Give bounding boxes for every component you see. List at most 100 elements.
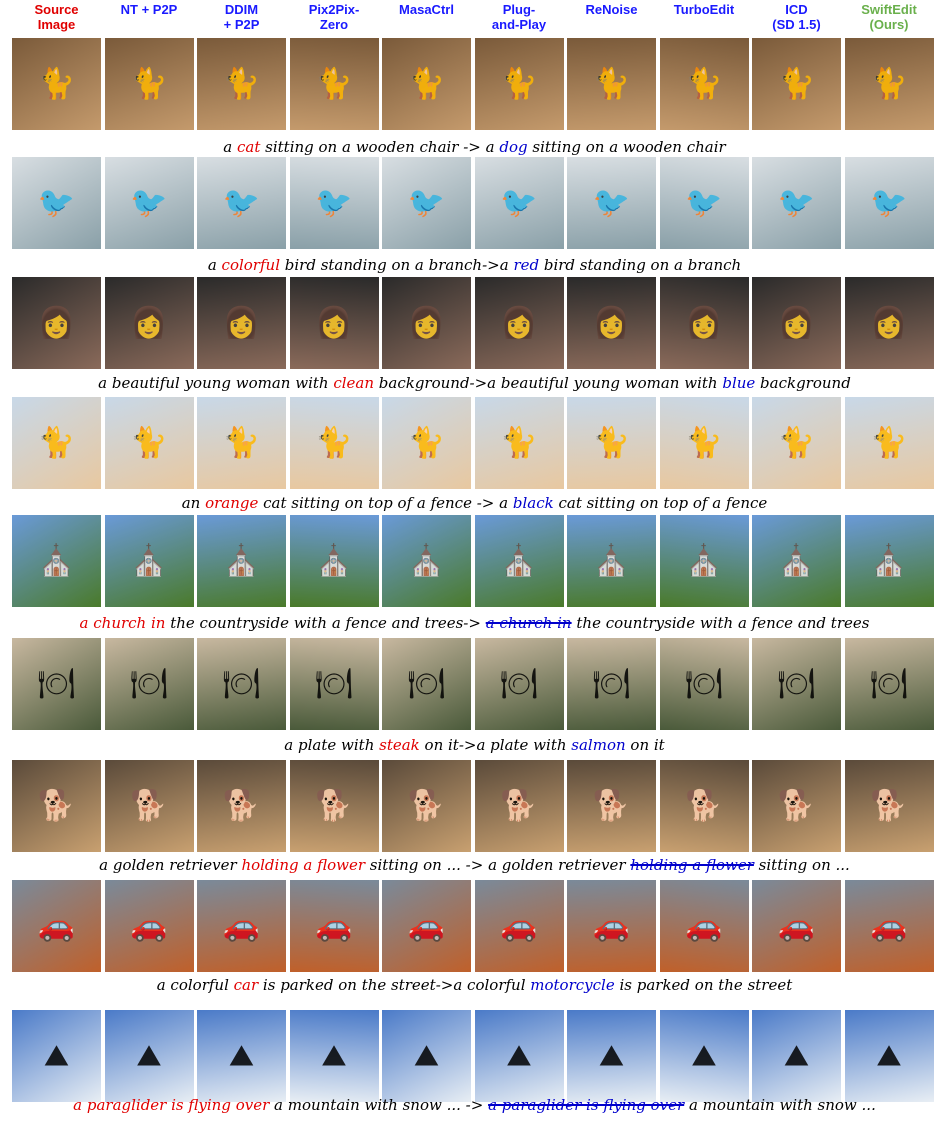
- result-image: ⛪: [844, 515, 934, 607]
- car-icon: 🚗: [222, 908, 261, 944]
- source-term: orange: [205, 494, 259, 512]
- image-placeholder: [567, 515, 656, 607]
- result-image: 🐦: [752, 157, 841, 249]
- caption-text: sitting on ... -> a golden retriever: [365, 856, 631, 874]
- cat-icon: 🐈: [222, 66, 261, 102]
- image-placeholder: [567, 38, 656, 130]
- result-image: 🐈: [289, 397, 379, 489]
- result-image: ⛪: [289, 515, 379, 607]
- image-placeholder: [104, 397, 194, 489]
- image-placeholder: [752, 515, 841, 607]
- edit-caption: an orange cat sitting on top of a fence …: [0, 494, 949, 512]
- caption-text: sitting on ...: [753, 856, 850, 874]
- image-row: 🚗 🚗 🚗 🚗 🚗 🚗 🚗 🚗 🚗 🚗: [12, 880, 940, 972]
- result-image: 🐕: [474, 760, 564, 852]
- result-image: 🐕: [12, 760, 101, 852]
- woman-icon: 👩: [592, 305, 631, 341]
- source-term: cat: [237, 138, 261, 156]
- result-image: ⛪: [12, 515, 101, 607]
- result-image: ⛰: [567, 1010, 656, 1102]
- result-image: 🐈: [659, 38, 749, 130]
- source-term: a paraglider is flying over: [73, 1096, 270, 1114]
- cat-icon: 🐈: [407, 425, 446, 461]
- mountain-icon: ⛰: [413, 1038, 440, 1074]
- image-placeholder: [659, 638, 749, 730]
- image-placeholder: [382, 880, 471, 972]
- result-image: 🍽: [567, 638, 656, 730]
- bird-icon: 🐦: [592, 185, 631, 221]
- image-placeholder: [197, 880, 286, 972]
- mountain-icon: ⛰: [783, 1038, 810, 1074]
- result-image: 🐈: [12, 397, 101, 489]
- car-icon: 🚗: [870, 908, 908, 944]
- cat-icon: 🐈: [130, 66, 168, 102]
- result-image: 👩: [567, 277, 656, 369]
- result-image: 🐈: [567, 38, 656, 130]
- image-placeholder: [474, 880, 564, 972]
- result-image: ⛪: [752, 515, 841, 607]
- woman-icon: 👩: [777, 305, 816, 341]
- image-placeholder: [567, 880, 656, 972]
- result-image: ⛰: [844, 1010, 934, 1102]
- image-placeholder: [382, 638, 471, 730]
- result-image: 🍽: [474, 638, 564, 730]
- image-placeholder: [752, 157, 841, 249]
- woman-icon: 👩: [37, 305, 76, 341]
- image-placeholder: [752, 880, 841, 972]
- image-placeholder: [844, 397, 934, 489]
- image-placeholder: [474, 1010, 564, 1102]
- image-placeholder: [474, 397, 564, 489]
- image-placeholder: [197, 157, 286, 249]
- plate-icon: 🍽: [499, 666, 539, 702]
- result-image: 👩: [104, 277, 194, 369]
- image-placeholder: [659, 38, 749, 130]
- caption-text: a beautiful young woman with: [98, 374, 334, 392]
- result-image: 🐈: [752, 397, 841, 489]
- car-icon: 🚗: [315, 908, 353, 944]
- result-image: 👩: [474, 277, 564, 369]
- image-placeholder: [104, 880, 194, 972]
- image-placeholder: [474, 638, 564, 730]
- result-image: 🐈: [844, 38, 934, 130]
- dog-icon: 🐕: [407, 788, 446, 824]
- car-icon: 🚗: [592, 908, 631, 944]
- church-icon: ⛪: [592, 543, 631, 579]
- image-placeholder: [289, 638, 379, 730]
- image-placeholder: [844, 1010, 934, 1102]
- caption-text: cat sitting on top of a fence -> a: [258, 494, 513, 512]
- image-placeholder: [659, 277, 749, 369]
- cat-icon: 🐈: [500, 66, 538, 102]
- caption-text: a: [223, 138, 237, 156]
- plate-icon: 🍽: [869, 666, 909, 702]
- church-icon: ⛪: [870, 543, 908, 579]
- removed-term: a paraglider is flying over: [488, 1096, 685, 1114]
- result-image: ⛪: [382, 515, 471, 607]
- removed-term: a church in: [485, 614, 572, 632]
- source-term: a church in: [79, 614, 166, 632]
- result-image: 🐈: [567, 397, 656, 489]
- bird-icon: 🐦: [407, 185, 446, 221]
- source-term: steak: [379, 736, 420, 754]
- image-placeholder: [752, 638, 841, 730]
- result-image: 🐈: [844, 397, 934, 489]
- image-row: 🐈 🐈 🐈 🐈 🐈 🐈 🐈 🐈 🐈 🐈: [12, 397, 940, 489]
- caption-text: a mountain with snow ...: [684, 1096, 876, 1114]
- image-placeholder: [12, 760, 101, 852]
- image-placeholder: [659, 397, 749, 489]
- mountain-icon: ⛰: [506, 1038, 532, 1074]
- caption-text: background->a beautiful young woman with: [374, 374, 723, 392]
- result-image: 🐦: [197, 157, 286, 249]
- result-image: ⛪: [197, 515, 286, 607]
- result-image: ⛰: [474, 1010, 564, 1102]
- mountain-icon: ⛰: [136, 1038, 162, 1074]
- caption-text: background: [755, 374, 851, 392]
- image-row: 🐕 🐕 🐕 🐕 🐕 🐕 🐕 🐕 🐕 🐕: [12, 760, 940, 852]
- plate-icon: 🍽: [407, 666, 446, 702]
- image-placeholder: [289, 397, 379, 489]
- image-placeholder: [197, 638, 286, 730]
- bird-icon: 🐦: [130, 185, 168, 221]
- result-image: 🐈: [104, 397, 194, 489]
- result-image: 🚗: [289, 880, 379, 972]
- image-placeholder: [382, 157, 471, 249]
- result-image: 🚗: [752, 880, 841, 972]
